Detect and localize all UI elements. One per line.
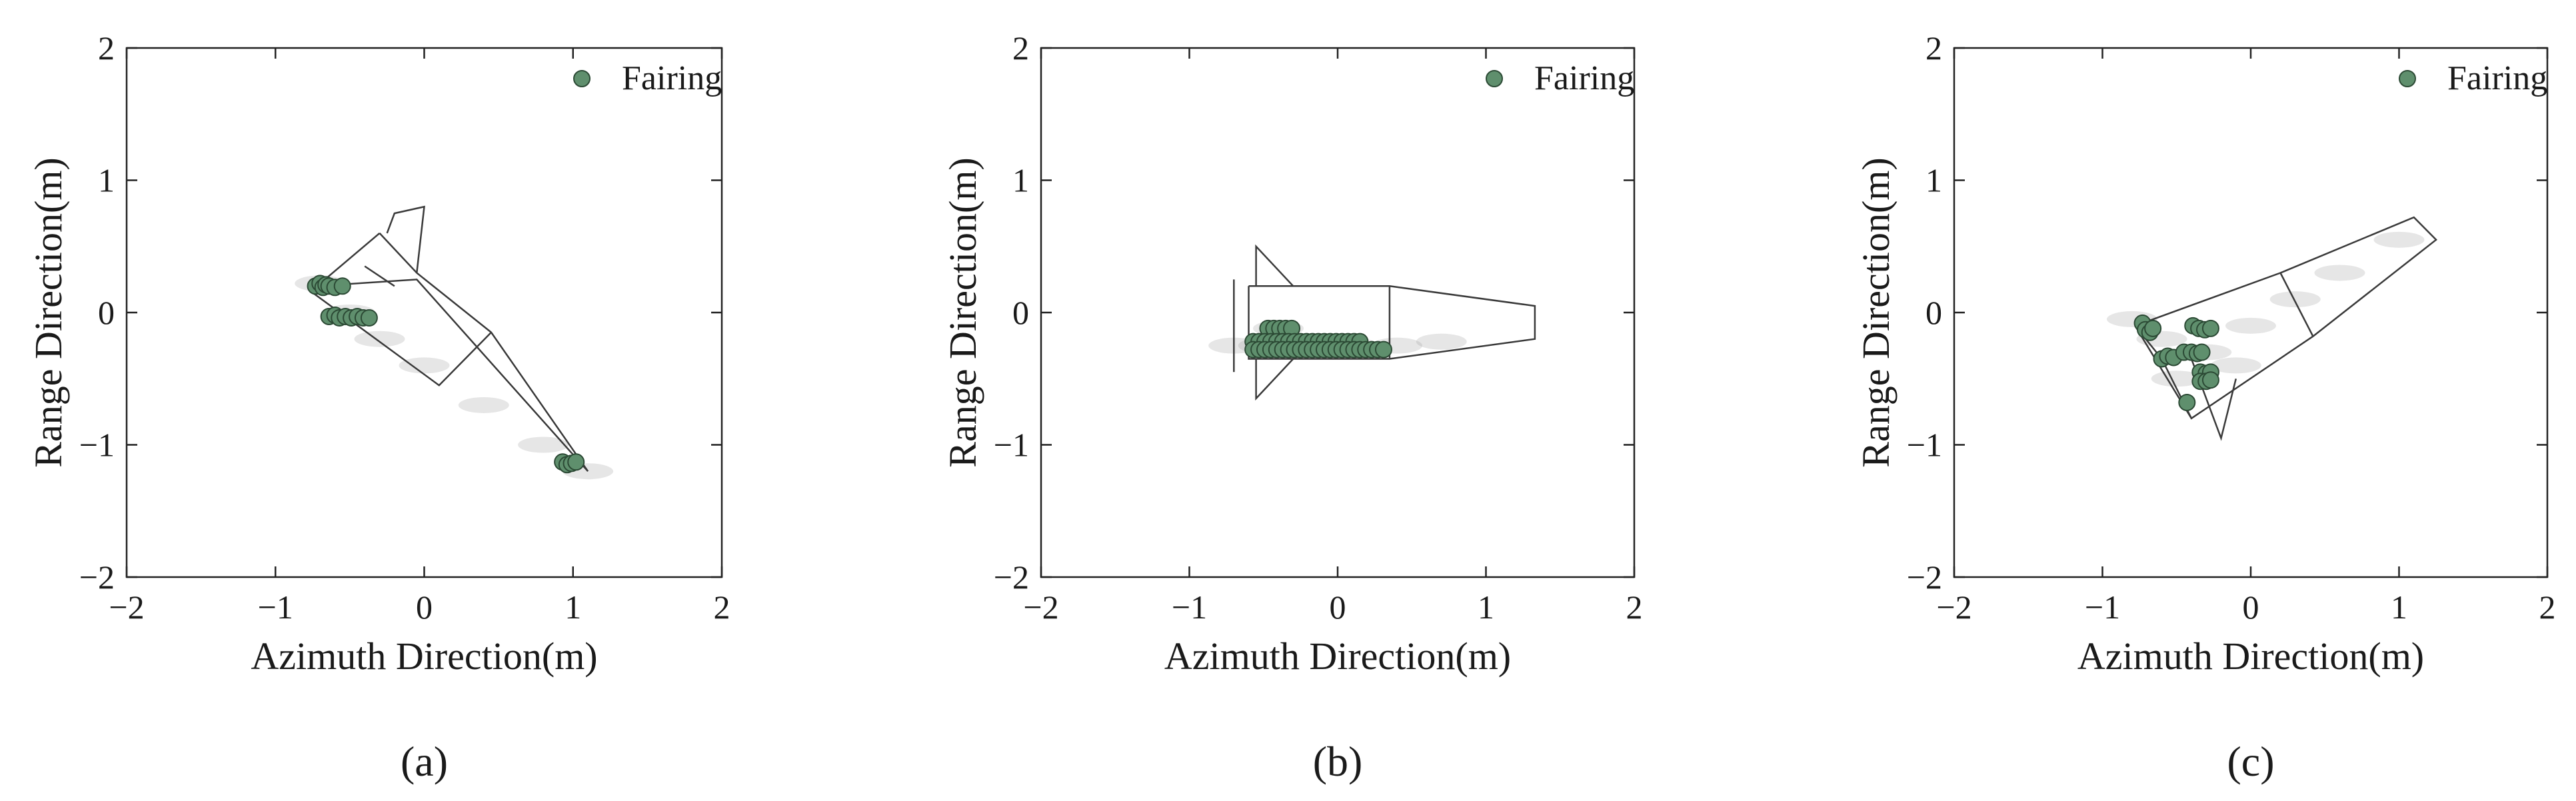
fairing-point: [2144, 319, 2162, 337]
legend-marker: [2399, 70, 2416, 87]
outline-upper-fin: [1255, 244, 1294, 287]
fairing-point: [2193, 343, 2211, 361]
panel-c: −2 −1 0 1 2 −2 −1 0 1 2 Azimuth Direction(m) Range …: [1854, 29, 2556, 785]
y-tick-label: −1: [1907, 426, 1942, 464]
fairing-point: [1374, 341, 1392, 359]
backscatter-blob: [458, 397, 509, 413]
y-tick-label: 0: [1926, 294, 1942, 331]
panel-label: (c): [2227, 738, 2274, 785]
x-tick-label: 1: [1478, 588, 1494, 626]
x-tick-label: −2: [1936, 588, 1971, 626]
y-tick-label: 0: [98, 294, 115, 331]
backscatter-blob: [399, 357, 450, 374]
y-tick-label: 0: [1012, 294, 1029, 331]
plot-area: [1954, 48, 2547, 577]
backscatter-blob: [518, 436, 569, 453]
y-tick-label: 2: [98, 29, 115, 67]
x-axis-label: Azimuth Direction(m): [1164, 634, 1511, 678]
legend-marker: [573, 70, 591, 87]
x-axis-label: Azimuth Direction(m): [251, 634, 597, 678]
x-tick-label: −2: [109, 588, 144, 626]
x-tick-label: 0: [2243, 588, 2259, 626]
x-tick-label: 1: [2391, 588, 2407, 626]
y-tick-label: −2: [1907, 558, 1942, 596]
y-axis-label: Range Direction(m): [27, 157, 70, 467]
x-tick-label: 0: [416, 588, 433, 626]
backscatter-blob: [2373, 231, 2425, 248]
backscatter-blob: [2269, 291, 2321, 308]
panel-label: (b): [1313, 738, 1363, 785]
x-tick-label: −1: [258, 588, 293, 626]
y-tick-label: 2: [1926, 29, 1942, 67]
x-tick-label: 2: [1626, 588, 1643, 626]
legend-label: Fairing: [1534, 59, 1634, 97]
x-tick-label: 2: [2539, 588, 2556, 626]
legend-label: Fairing: [2447, 59, 2547, 97]
backscatter-blob: [1416, 333, 1467, 350]
x-tick-label: −2: [1023, 588, 1058, 626]
y-tick-label: −1: [79, 426, 115, 464]
x-axis-label: Azimuth Direction(m): [2077, 634, 2424, 678]
fairing-point: [2201, 371, 2219, 389]
plot-area: [1041, 48, 1634, 577]
outline-lower-fin: [1255, 358, 1294, 401]
y-tick-label: 2: [1012, 29, 1029, 67]
x-tick-label: 1: [565, 588, 581, 626]
outline-section-line: [2279, 272, 2314, 337]
fairing-point: [360, 309, 378, 327]
outline-fin-root: [364, 265, 395, 287]
fairing-point: [2178, 393, 2196, 411]
legend-marker: [1486, 70, 1503, 87]
x-tick-label: 2: [714, 588, 730, 626]
backscatter-blob: [2314, 265, 2365, 281]
fairing-point: [567, 453, 585, 471]
y-tick-label: 1: [98, 162, 115, 199]
x-tick-label: 0: [1330, 588, 1346, 626]
y-tick-label: −2: [79, 558, 115, 596]
y-tick-label: 1: [1926, 162, 1942, 199]
legend-label: Fairing: [622, 59, 722, 97]
panel-b: −2 −1 0 1 2 −2 −1 0 1 2 Azimuth Direction(m) Range …: [941, 29, 1643, 785]
plot-area: [127, 48, 722, 577]
x-tick-label: −1: [1172, 588, 1207, 626]
y-axis-label: Range Direction(m): [941, 157, 984, 467]
y-tick-label: 1: [1012, 162, 1029, 199]
backscatter-blob: [2225, 317, 2276, 334]
y-tick-label: −1: [994, 426, 1029, 464]
x-tick-label: −1: [2085, 588, 2120, 626]
fairing-point: [333, 277, 351, 295]
panel-label: (a): [401, 738, 448, 785]
backscatter-blob: [2210, 357, 2261, 374]
y-axis-label: Range Direction(m): [1854, 157, 1898, 467]
fairing-point: [2201, 319, 2219, 337]
outline-upper-fin: [386, 205, 425, 273]
panel-a: −2 −1 0 1 2 −2 −1 0 1 2 Azimuth Direction(m) Range …: [27, 29, 730, 785]
y-tick-label: −2: [994, 558, 1029, 596]
backscatter-blob: [354, 331, 405, 347]
